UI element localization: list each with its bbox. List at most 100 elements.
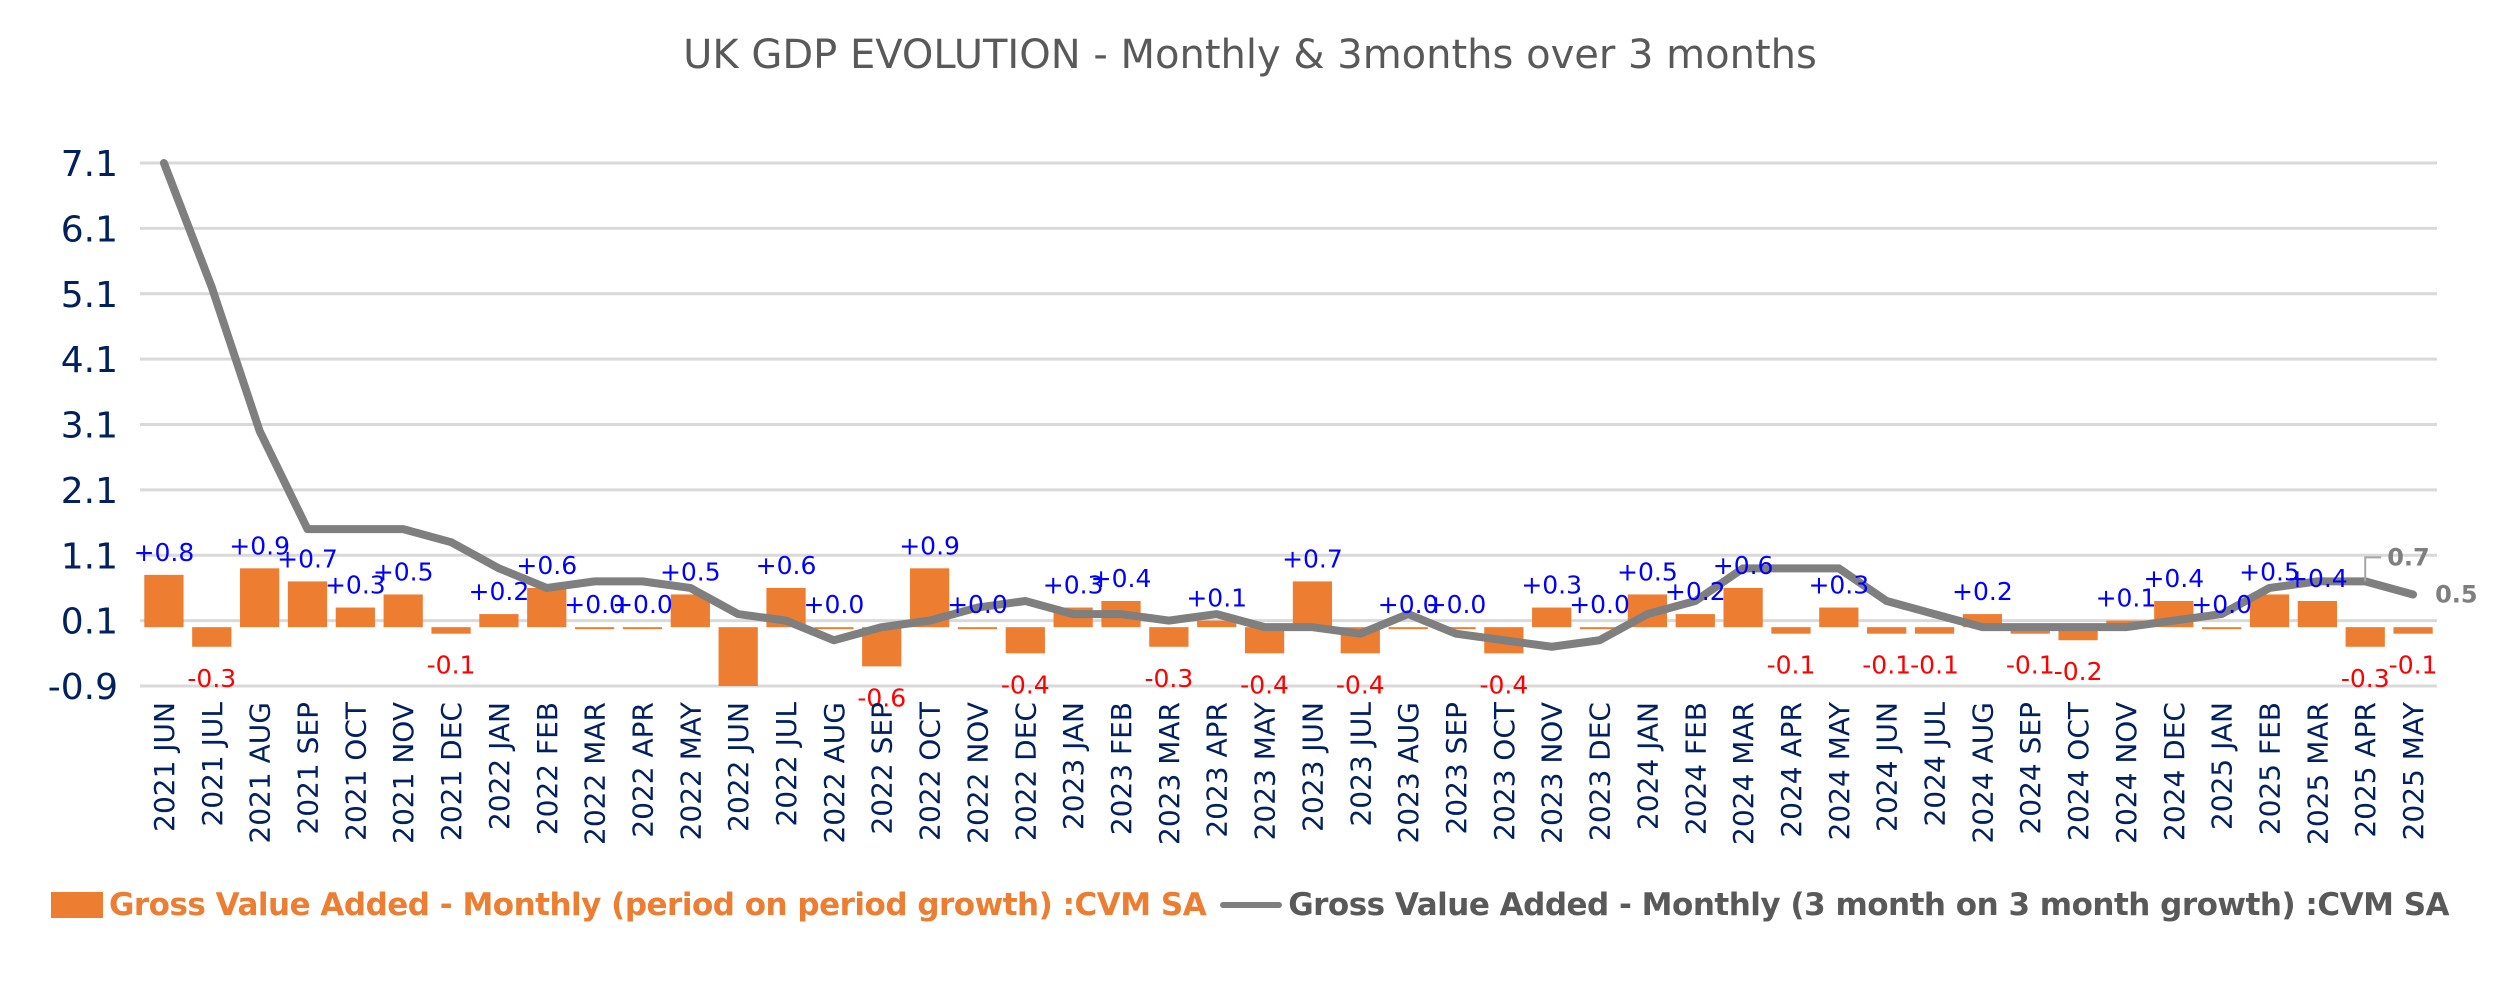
bar-2021-nov	[383, 594, 423, 628]
bar-data-label: +0.0	[947, 590, 1008, 619]
legend-line-swatch-icon	[1220, 902, 1283, 908]
bar-data-label: +0.5	[373, 557, 434, 586]
x-tick-label: 2023 MAR	[1153, 702, 1186, 845]
bar-2022-feb	[527, 587, 567, 628]
bar-2021-jul	[192, 627, 232, 647]
bar-data-label: +0.7	[277, 544, 338, 573]
x-tick-label: 2022 DEC	[1009, 702, 1042, 841]
bar-data-label: +0.1	[1186, 584, 1247, 613]
bar-data-label: +0.2	[469, 577, 530, 606]
line-series	[159, 159, 2418, 651]
bar-data-label: +0.4	[2143, 564, 2204, 593]
x-tick-label: 2025 MAY	[2397, 701, 2430, 840]
x-tick-label: 2022 JAN	[483, 702, 516, 830]
legend: Gross Value Added - Monthly (period on p…	[0, 880, 2500, 930]
bar-2025-mar	[2297, 601, 2337, 628]
bar-data-label: +0.0	[1426, 590, 1487, 619]
x-tick-label: 2024 FEB	[1679, 702, 1712, 835]
bar-data-label: +0.5	[1617, 557, 1678, 586]
bar-2025-feb	[2249, 594, 2290, 628]
x-tick-label: 2022 JUL	[770, 702, 803, 827]
bar-2024-jul	[1914, 627, 1955, 634]
bar-data-label: +0.5	[2239, 557, 2300, 586]
bar-data-label: -0.3	[187, 664, 236, 693]
bar-data-label: +0.0	[564, 590, 625, 619]
x-tick-label: 2021 DEC	[435, 702, 468, 841]
line-data-label: 0.7	[2387, 543, 2430, 571]
bar-data-label: +0.7	[1282, 544, 1343, 573]
x-axis-ticks: 2021 JUN 2021 JUL 2021 AUG 2021 SEP 2021 OCT…	[148, 701, 2430, 845]
bar-data-label: +0.9	[899, 531, 960, 560]
label-leader-line	[2364, 556, 2382, 582]
x-tick-label: 2025 JAN	[2206, 702, 2239, 830]
y-tick-label: 4.1	[61, 340, 118, 381]
x-tick-label: 2024 JAN	[1631, 702, 1664, 830]
bar-2021-aug	[240, 568, 280, 628]
bar-data-label: +0.4	[1091, 564, 1152, 593]
bar-2023-aug	[1388, 627, 1428, 630]
bar-data-label: +0.2	[1952, 577, 2013, 606]
x-tick-label: 2024 JUL	[1919, 702, 1952, 827]
x-tick-label: 2022 SEP	[866, 702, 899, 835]
bar-2021-dec	[431, 627, 471, 634]
bar-data-label: +0.3	[1808, 571, 1869, 600]
bar-data-label: +0.1	[2096, 584, 2157, 613]
bar-data-label: +0.0	[2191, 590, 2252, 619]
y-tick-label: 1.1	[61, 536, 118, 577]
bar-data-label: +0.4	[2287, 564, 2348, 593]
x-tick-label: 2024 DEC	[2158, 702, 2191, 841]
bar-2021-oct	[335, 607, 375, 628]
bar-2025-jan	[2202, 627, 2242, 630]
x-tick-label: 2023 NOV	[1536, 702, 1569, 844]
x-tick-label: 2024 MAR	[1727, 702, 1760, 845]
bar-data-label: +0.6	[1713, 551, 1774, 580]
x-tick-label: 2023 AUG	[1392, 702, 1425, 844]
x-tick-label: 2022 JUN	[722, 702, 755, 832]
x-tick-label: 2021 AUG	[244, 702, 277, 844]
y-tick-label: 5.1	[61, 275, 118, 316]
bar-data-label: -0.1	[427, 651, 476, 680]
bar-2024-may	[1819, 607, 1859, 628]
bar-data-label: +0.8	[134, 538, 195, 567]
y-tick-label: 6.1	[61, 209, 118, 250]
x-tick-label: 2021 JUN	[148, 702, 181, 832]
x-tick-label: 2022 MAR	[579, 702, 612, 845]
bar-2022-apr	[622, 627, 663, 630]
legend-label-3m-on-3m: Gross Value Added - Monthly (3 month on …	[1288, 887, 2450, 923]
bar-data-label: -0.4	[1479, 670, 1528, 699]
bar-2022-aug	[814, 627, 854, 630]
x-tick-label: 2021 OCT	[339, 701, 372, 841]
x-tick-label: 2023 APR	[1201, 702, 1234, 838]
bar-2021-jun	[144, 574, 184, 628]
line-data-label: 0.5	[2435, 580, 2478, 608]
legend-label-monthly: Gross Value Added - Monthly (period on p…	[108, 887, 1207, 923]
bar-2023-apr	[1197, 620, 1237, 628]
bar-data-label: +0.6	[516, 551, 577, 580]
x-tick-label: 2021 NOV	[387, 702, 420, 844]
x-tick-label: 2022 AUG	[818, 702, 851, 844]
bar-2025-may	[2393, 627, 2433, 634]
x-tick-label: 2024 MAY	[1823, 701, 1856, 840]
x-tick-label: 2025 MAR	[2301, 702, 2334, 845]
x-tick-label: 2023 MAY	[1249, 701, 1282, 840]
bar-data-label: -0.1	[1767, 651, 1816, 680]
bar-data-label: -0.4	[1240, 670, 1289, 699]
bar-2024-mar	[1723, 587, 1763, 628]
y-tick-label: 0.1	[61, 602, 118, 643]
x-tick-label: 2023 JUN	[1296, 702, 1329, 832]
x-tick-label: 2024 APR	[1775, 702, 1808, 838]
x-tick-label: 2022 OCT	[914, 701, 947, 841]
x-tick-label: 2021 SEP	[291, 702, 324, 835]
x-tick-label: 2023 DEC	[1584, 702, 1617, 841]
bar-2022-mar	[574, 627, 615, 630]
bar-data-label: -0.4	[1001, 670, 1050, 699]
bar-2022-nov	[957, 627, 998, 630]
bar-2023-mar	[1149, 627, 1189, 647]
chart-title: UK GDP EVOLUTION - Monthly & 3months ove…	[683, 32, 1817, 78]
x-tick-label: 2022 FEB	[531, 702, 564, 835]
legend-item-monthly[interactable]: Gross Value Added - Monthly (period on p…	[50, 887, 1207, 923]
x-tick-label: 2023 OCT	[1488, 701, 1521, 841]
bar-2023-may	[1244, 627, 1285, 654]
legend-item-3m-on-3m[interactable]: Gross Value Added - Monthly (3 month on …	[1220, 887, 2450, 923]
bar-2024-apr	[1771, 627, 1811, 634]
